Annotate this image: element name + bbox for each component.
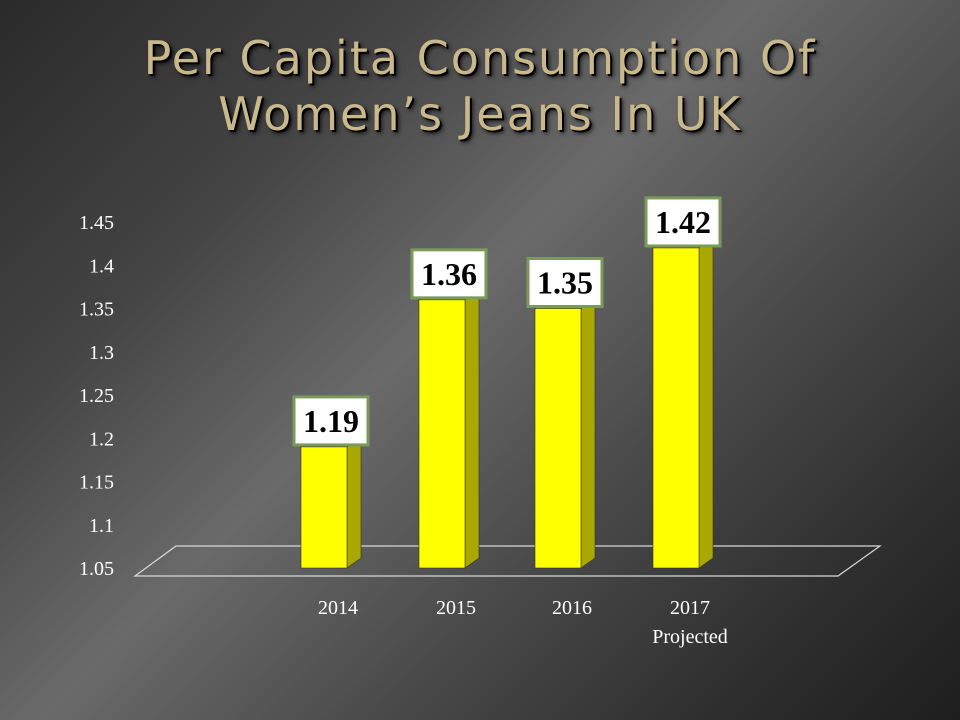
y-tick-label: 1.3	[89, 342, 114, 364]
x-tick-label: 2017	[670, 597, 710, 619]
bar-group: 1.19	[292, 395, 370, 569]
y-tick-label: 1.1	[89, 515, 114, 537]
bar	[652, 247, 700, 569]
bar	[534, 308, 582, 569]
bar	[418, 299, 466, 569]
chart-floor	[133, 545, 882, 577]
y-tick-label: 1.25	[79, 385, 114, 407]
title-line-1: Per Capita Consumption Of	[143, 31, 817, 85]
bar-group: 1.36	[410, 248, 488, 569]
bar-group: 1.42	[644, 196, 722, 569]
x-tick-label: 2015	[436, 597, 476, 619]
bar-side	[346, 436, 362, 569]
y-tick-label: 1.35	[79, 299, 114, 321]
y-tick-label: 1.2	[89, 428, 114, 450]
y-tick-label: 1.15	[79, 472, 114, 494]
bar-side	[464, 289, 480, 569]
data-label: 1.36	[421, 256, 477, 292]
data-label-box	[410, 248, 488, 300]
data-label: 1.42	[655, 204, 711, 240]
bar-group: 1.35	[526, 257, 604, 569]
bar-side	[580, 297, 596, 569]
y-tick-label: 1.4	[89, 255, 114, 277]
data-label-box	[292, 395, 370, 447]
y-tick-label: 1.05	[79, 558, 114, 580]
x-tick-label: 2016	[552, 597, 592, 619]
title-line-2: Women’s Jeans In UK	[218, 87, 742, 141]
data-label-box	[644, 196, 722, 248]
x-tick-label: 2014	[318, 597, 358, 619]
bar-side	[698, 237, 714, 569]
chart-title: Per Capita Consumption Of Women’s Jeans …	[0, 30, 960, 142]
bar	[300, 446, 348, 569]
data-label: 1.19	[303, 403, 359, 439]
x-tick-label: Projected	[652, 626, 728, 648]
y-tick-label: 1.45	[79, 212, 114, 234]
data-label-box	[526, 257, 604, 308]
data-label: 1.35	[537, 265, 593, 301]
